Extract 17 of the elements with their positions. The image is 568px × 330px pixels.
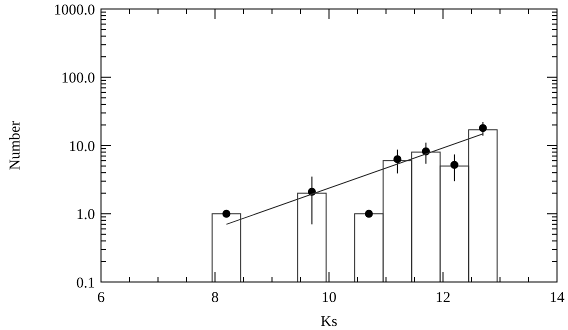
x-axis-title: Ks <box>320 314 338 330</box>
y-tick-label: 1000.0 <box>54 2 95 18</box>
y-axis-title: Number <box>7 120 24 170</box>
x-tick-label: 6 <box>97 290 106 306</box>
point <box>364 210 373 218</box>
point <box>393 155 402 164</box>
x-tick-label: 8 <box>211 290 219 306</box>
x-tick-label: 14 <box>550 290 565 306</box>
y-tick-label: 100.0 <box>61 70 95 86</box>
point <box>222 210 230 218</box>
y-tick-label: 10.0 <box>68 138 95 155</box>
x-tick-label: 12 <box>436 290 450 306</box>
y-tick-label: 1.0 <box>76 207 95 223</box>
y-tick-label: 0.1 <box>76 275 95 292</box>
point <box>478 124 487 132</box>
point <box>450 160 458 169</box>
x-tick-label: 10 <box>322 290 336 306</box>
